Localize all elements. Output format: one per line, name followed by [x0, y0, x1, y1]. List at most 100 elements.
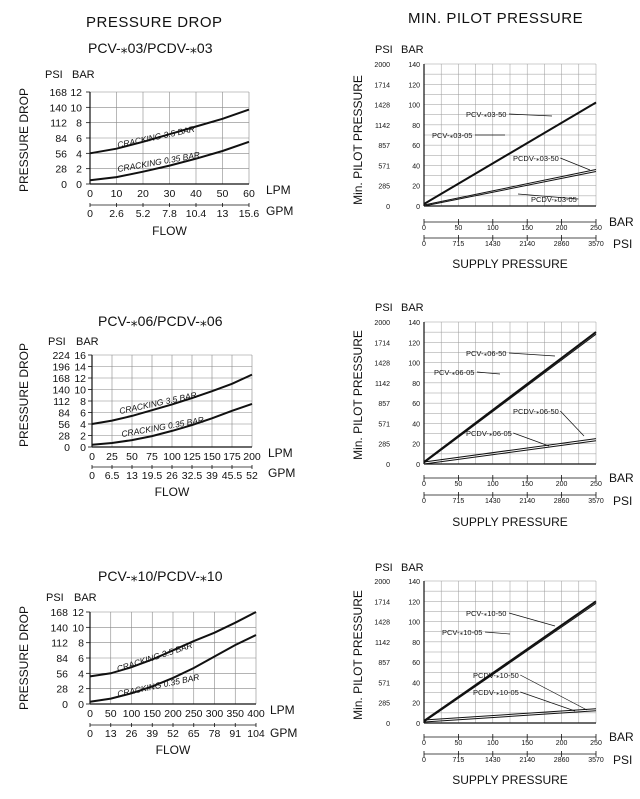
mp1-bar-tick: 0	[416, 462, 420, 469]
pd1-lpm-tick: 25	[106, 451, 118, 463]
mp0-bar-tick: 120	[408, 82, 420, 89]
mp1-xpsi-tick: 1430	[485, 498, 501, 505]
pd0-psi-tick: 140	[49, 102, 67, 114]
pd1-gpm-tick: 6.5	[105, 470, 120, 482]
pd1-lpm-tick: 175	[223, 451, 241, 463]
pd2-psi-tick: 84	[56, 653, 68, 665]
pd1-lpm-tick: 75	[146, 451, 158, 463]
pd2-lpm-tick: 150	[143, 708, 161, 720]
mp0-bar-tick: 0	[416, 204, 420, 211]
mp1-bar-tick: 80	[412, 381, 420, 388]
mp1-xbar-unit: BAR	[609, 471, 634, 485]
pressure-drop-header: PRESSURE DROP	[86, 14, 223, 31]
pd1-psi-tick: 196	[52, 362, 70, 374]
mp2-xbar-tick: 100	[487, 740, 499, 747]
pd2-gpm-tick: 0	[87, 728, 93, 740]
pd1-gpm-unit: GPM	[268, 466, 295, 480]
mp0-bar-tick: 100	[408, 103, 420, 110]
mp1-xbar-tick: 0	[422, 481, 426, 488]
mp2-xpsi-tick: 2140	[519, 757, 535, 764]
mp2-bar-tick: 100	[408, 620, 420, 627]
mp0-series-label-0: PCV-⁎03-50	[466, 110, 506, 119]
pd1-gpm-tick: 0	[89, 470, 95, 482]
mp2-bar-tick: 120	[408, 599, 420, 606]
pd0-lpm-tick: 40	[190, 188, 202, 200]
mp1-series-label-1: PCV-⁎06-05	[434, 368, 474, 377]
mp1-series-3	[423, 440, 597, 465]
mp1-bar-tick: 60	[412, 401, 420, 408]
mp2-series-label-0: PCV-⁎10-50	[466, 609, 506, 618]
mp0-xpsi-tick: 715	[453, 241, 465, 248]
pd2-gpm-tick: 91	[229, 728, 241, 740]
pd1-bar-tick: 8	[80, 396, 86, 408]
pd1-bar-tick: 4	[80, 419, 86, 431]
pd1-series-1	[91, 402, 253, 446]
pd2-bar-tick: 12	[72, 607, 84, 619]
pd1-bar-tick: 12	[74, 373, 86, 385]
mp2-bar-tick: 60	[412, 660, 420, 667]
pd1-series-label-0: CRACKING 3.5 BAR	[118, 390, 197, 416]
mp0-xpsi-tick: 0	[422, 241, 426, 248]
pd2-psi-tick: 168	[50, 607, 68, 619]
mp2-psi-tick: 857	[378, 660, 390, 667]
mp1-series-leader-1	[476, 371, 501, 375]
mp2-xpsi-tick: 0	[422, 757, 426, 764]
mp2-psi-tick: 1142	[375, 640, 390, 647]
pd2-gpm-tick: 78	[209, 728, 221, 740]
pd0-lpm-tick: 10	[111, 188, 123, 200]
mp1-series-leader-3	[513, 432, 550, 447]
mp0-xlabel: SUPPLY PRESSURE	[452, 257, 568, 271]
pd2-lpm-tick: 0	[87, 708, 93, 720]
mp2-bar-unit: BAR	[401, 562, 424, 574]
pd0-bar-tick: 10	[70, 102, 82, 114]
mp1-psi-tick: 1428	[374, 361, 390, 368]
mp0-series-leader-0	[508, 113, 553, 117]
mp1-psi-tick: 571	[378, 421, 390, 428]
pd1-gpm-tick: 39	[206, 470, 218, 482]
pd2-psi-tick: 0	[62, 699, 68, 711]
chart-title-03: PCV-⁎03/PCDV-⁎03	[88, 40, 213, 56]
mp2-xpsi-unit: PSI	[613, 753, 632, 767]
mp1-psi-tick: 857	[378, 401, 390, 408]
pd0-series-label-0: CRACKING 3.5 BAR	[116, 124, 195, 150]
pd2-gpm-tick: 26	[126, 728, 138, 740]
mp2-series-3	[423, 710, 597, 723]
mp1-xbar-tick: 100	[487, 481, 499, 488]
mp0-series-label-3: PCDV-⁎03-05	[531, 195, 577, 204]
pd1-lpm-tick: 0	[89, 451, 95, 463]
pd0-lpm-tick: 60	[243, 188, 255, 200]
mp2-psi-unit: PSI	[375, 562, 393, 574]
pd0-bar-tick: 0	[76, 179, 82, 191]
pd0-gpm-tick: 7.8	[162, 208, 177, 220]
pd2-series-label-1: CRACKING 0.35 BAR	[116, 672, 200, 699]
mp2-psi-tick: 1428	[374, 620, 390, 627]
mp0-xbar-tick: 0	[422, 225, 426, 232]
pd1-psi-tick: 224	[52, 350, 70, 362]
pd0-psi-tick: 0	[61, 179, 67, 191]
pd0-gpm-tick: 10.4	[186, 208, 207, 220]
pd1-gpm-tick: 45.5	[222, 470, 243, 482]
mp2-xpsi-tick: 2860	[554, 757, 570, 764]
pd1-gpm-tick: 13	[126, 470, 138, 482]
mp1-bar-tick: 140	[408, 320, 420, 327]
mp1-series-0	[423, 331, 597, 463]
pd0-bar-tick: 6	[76, 133, 82, 145]
pd2-gpm-unit: GPM	[270, 726, 297, 740]
mp0-xpsi-tick: 1430	[485, 241, 501, 248]
mp0-xbar-unit: BAR	[609, 215, 634, 229]
pd1-lpm-tick: 150	[203, 451, 221, 463]
pd2-bar-unit: BAR	[74, 592, 97, 604]
pd2-psi-tick: 28	[56, 684, 68, 696]
pd0-bar-tick: 8	[76, 118, 82, 130]
pd0-gpm-unit: GPM	[266, 204, 293, 218]
mp1-xbar-tick: 150	[521, 481, 533, 488]
pd2-lpm-unit: LPM	[270, 703, 295, 717]
mp1-series-label-3: PCDV-⁎06-05	[466, 429, 512, 438]
min-pilot-pressure-header: MIN. PILOT PRESSURE	[408, 10, 584, 27]
pd1-bar-unit: BAR	[76, 336, 99, 348]
pd0-xlabel: FLOW	[152, 224, 187, 238]
mp1-psi-tick: 1142	[375, 381, 390, 388]
mp2-bar-tick: 0	[416, 721, 420, 728]
mp2-bar-tick: 140	[408, 579, 420, 586]
mp0-bar-tick: 40	[412, 163, 420, 170]
